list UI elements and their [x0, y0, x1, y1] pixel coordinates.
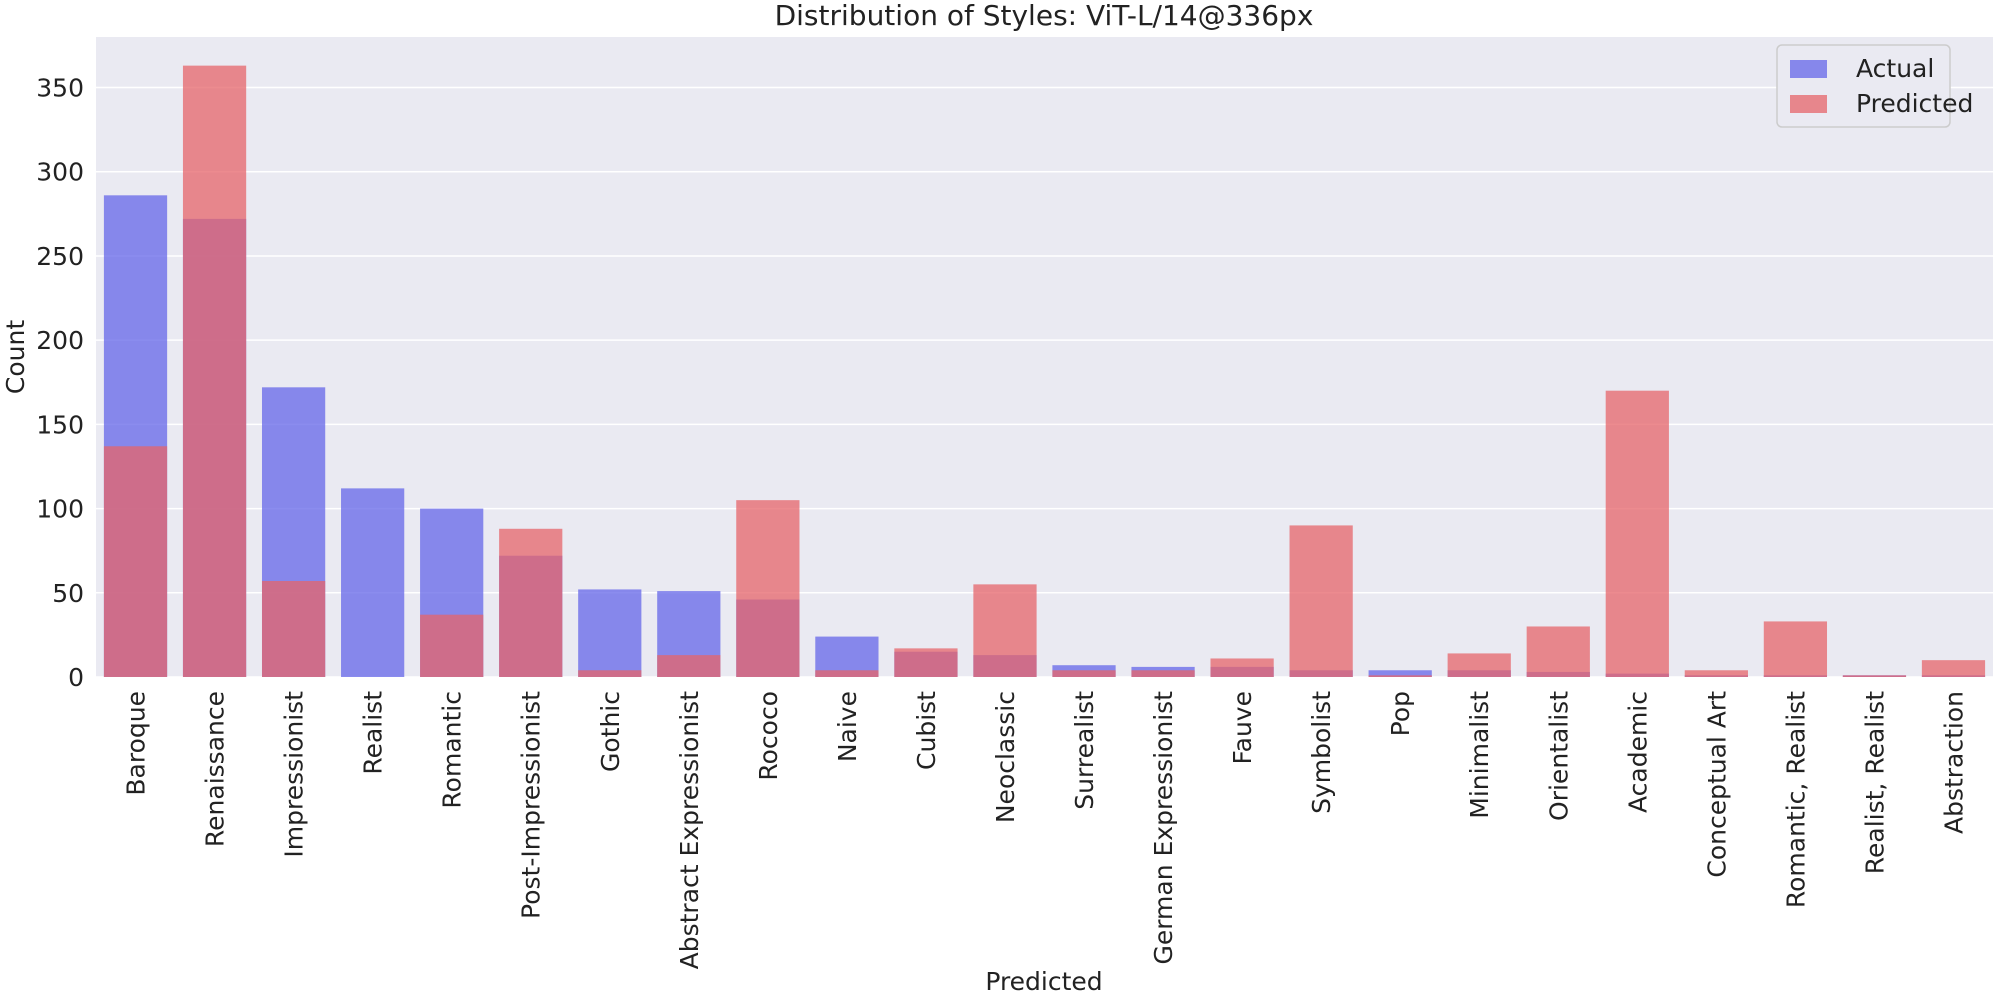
x-tick-label: Pop — [1386, 691, 1415, 736]
legend: Actual Predicted — [1776, 44, 1973, 128]
x-tick-label: Cubist — [912, 691, 941, 770]
x-tick-label: Renaissance — [201, 691, 230, 847]
bar-predicted-15 — [1289, 525, 1353, 677]
bar-predicted-6 — [578, 670, 642, 677]
y-tick-label: 100 — [36, 495, 84, 524]
y-axis-label: Count — [1, 320, 30, 394]
y-tick-label: 300 — [36, 158, 84, 187]
x-axis-label: Predicted — [985, 967, 1102, 996]
bar-predicted-10 — [894, 648, 958, 677]
x-tick-label: Baroque — [122, 691, 151, 796]
y-tick-label: 50 — [52, 579, 84, 608]
y-tick-label: 150 — [36, 410, 84, 439]
x-tick-label: Post-Impressionist — [517, 691, 546, 919]
x-tick-label: Gothic — [596, 691, 625, 772]
series-predicted-bars — [103, 65, 1986, 677]
legend-swatch-predicted — [1790, 95, 1827, 113]
x-tick-label: Naive — [833, 691, 862, 762]
x-tick-label: Romantic — [438, 691, 467, 809]
y-tick-label: 250 — [36, 242, 84, 271]
bar-predicted-20 — [1684, 670, 1748, 677]
x-tick-label: Neoclassic — [991, 691, 1020, 823]
y-tick-label: 200 — [36, 326, 84, 355]
x-tick-label: German Expressionist — [1149, 691, 1178, 965]
bar-predicted-17 — [1447, 653, 1511, 677]
x-tick-label: Abstract Expressionist — [675, 691, 704, 970]
x-tick-label: Academic — [1623, 691, 1652, 813]
chart-title: Distribution of Styles: ViT-L/14@336px — [775, 0, 1314, 32]
bar-predicted-5 — [499, 528, 563, 677]
bar-predicted-12 — [1052, 670, 1116, 677]
bar-predicted-1 — [182, 65, 247, 677]
x-axis-ticks: Baroque Renaissance Impressionist Realist Ro… — [122, 691, 1969, 970]
bar-predicted-19 — [1605, 390, 1669, 677]
y-axis-ticks: 0 50 100 150 200 250 300 350 — [36, 74, 84, 692]
gridlines — [96, 86, 1993, 678]
x-tick-label: Impressionist — [280, 691, 309, 858]
legend-label-actual: Actual — [1856, 54, 1934, 83]
legend-swatch-actual — [1790, 60, 1827, 78]
bar-predicted-4 — [420, 614, 484, 677]
bar-predicted-7 — [657, 655, 721, 677]
plot-background — [96, 37, 1993, 677]
x-tick-label: Fauve — [1228, 691, 1257, 764]
x-tick-label: Minimalist — [1465, 691, 1494, 819]
x-tick-label: Romantic, Realist — [1781, 691, 1810, 908]
bar-predicted-13 — [1131, 670, 1195, 677]
bar-predicted-0 — [103, 446, 168, 677]
bar-predicted-14 — [1210, 658, 1274, 677]
bar-predicted-22 — [1842, 675, 1907, 677]
x-tick-label: Rococo — [754, 691, 783, 781]
y-tick-label: 350 — [36, 74, 84, 103]
bar-actual-6 — [578, 589, 642, 677]
x-tick-label: Symbolist — [1307, 691, 1336, 814]
x-tick-label: Realist, Realist — [1860, 691, 1889, 874]
x-tick-label: Abstraction — [1939, 691, 1968, 834]
bar-predicted-11 — [973, 584, 1037, 677]
bar-actual-16 — [1368, 670, 1432, 677]
bar-predicted-8 — [736, 500, 800, 677]
legend-label-predicted: Predicted — [1856, 89, 1973, 118]
bar-predicted-2 — [261, 581, 326, 677]
bar-predicted-21 — [1763, 621, 1828, 677]
bar-actual-3 — [341, 488, 405, 677]
x-tick-label: Orientalist — [1544, 691, 1573, 821]
bar-predicted-18 — [1526, 626, 1590, 677]
bar-predicted-9 — [815, 670, 879, 677]
x-tick-label: Conceptual Art — [1702, 691, 1731, 878]
y-tick-label: 0 — [68, 663, 84, 692]
x-tick-label: Surrealist — [1070, 691, 1099, 810]
bar-predicted-23 — [1921, 660, 1986, 677]
bar-predicted-16 — [1368, 675, 1432, 677]
x-tick-label: Realist — [359, 691, 388, 775]
